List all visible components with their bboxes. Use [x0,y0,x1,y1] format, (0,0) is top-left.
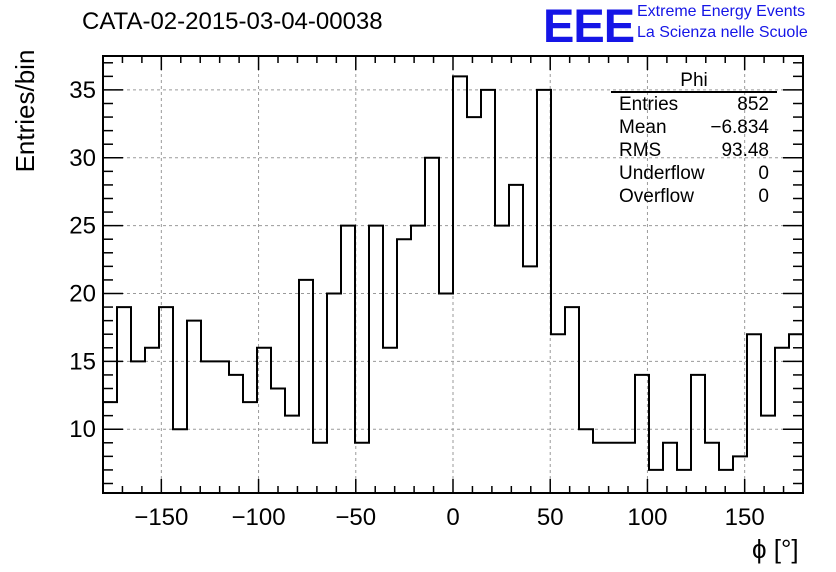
stats-value: 0 [758,186,769,207]
stats-row-underflow: Underflow 0 [611,162,777,185]
eee-logo: EEE [543,0,635,52]
stats-row-rms: RMS 93.48 [611,139,777,162]
stats-row-entries: Entries 852 [611,93,777,116]
stats-label: RMS [619,140,662,161]
stats-value: −6.834 [710,117,769,138]
logo-line-1: Extreme Energy Events [637,3,806,20]
axis-ticks [103,56,803,493]
stats-label: Entries [619,94,679,115]
y-tick-label: 35 [69,77,96,104]
stats-label: Overflow [619,186,694,207]
stats-label: Mean [619,117,667,138]
axis-tick-labels: −150 −100 −50 0 50 100 150 10 15 20 25 30 35 [69,77,764,531]
plot-title: CATA-02-2015-03-04-00038 [82,8,383,35]
stats-title: Phi [611,71,777,93]
x-tick-label: 100 [627,504,667,531]
stats-row-overflow: Overflow 0 [611,185,777,208]
y-tick-label: 10 [69,416,96,443]
x-tick-label: 50 [537,504,564,531]
x-tick-label: 150 [725,504,765,531]
x-tick-label: −100 [232,504,286,531]
stats-value: 852 [737,94,769,115]
y-tick-label: 25 [69,213,96,240]
stats-row-mean: Mean −6.834 [611,116,777,139]
x-tick-label: 0 [446,504,459,531]
stats-box: Phi Entries 852 Mean −6.834 RMS 93.48 Un… [611,71,777,208]
y-tick-label: 30 [69,145,96,172]
logo-line-2: La Scienza nelle Scuole [637,24,808,41]
y-tick-label: 20 [69,281,96,308]
histogram-step-line [103,75,803,471]
stats-value: 0 [758,163,769,184]
x-tick-label: −50 [335,504,376,531]
stats-value: 93.48 [721,140,769,161]
x-axis-label: ϕ [°] [752,534,799,564]
y-tick-label: 15 [69,348,96,375]
x-tick-label: −150 [134,504,188,531]
y-axis-label: Entries/bin [10,49,40,173]
stats-label: Underflow [619,163,705,184]
